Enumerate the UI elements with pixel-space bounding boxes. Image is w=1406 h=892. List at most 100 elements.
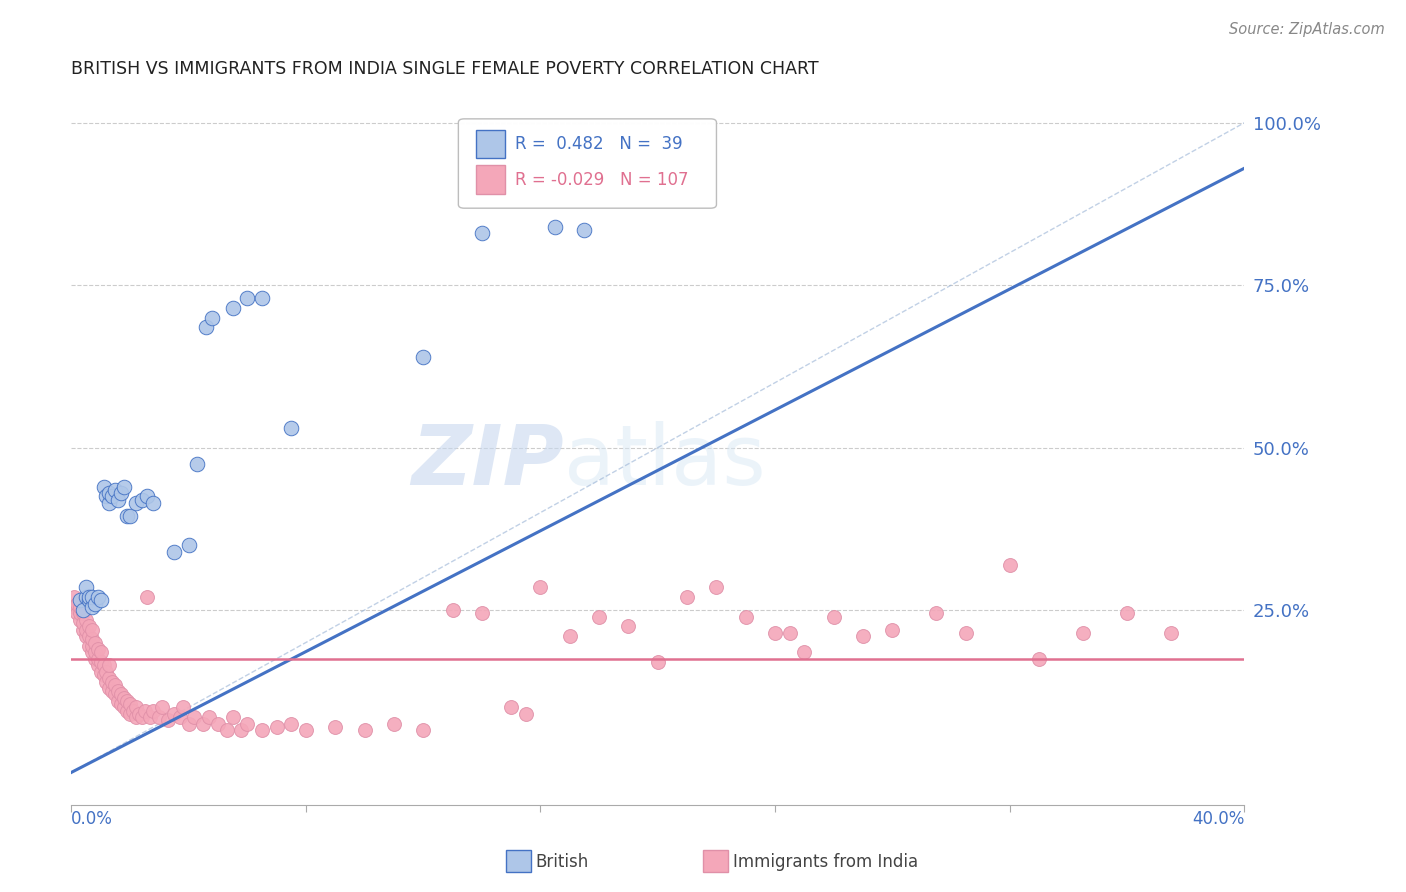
Point [236, 716, 259, 731]
Point [86, 658, 108, 673]
Point [66, 607, 89, 621]
Text: atlas: atlas [564, 421, 766, 502]
Point [86, 652, 108, 666]
Point [101, 674, 124, 689]
Point [98, 496, 121, 510]
Point [69, 613, 91, 627]
Point [163, 706, 186, 721]
Point [72, 623, 94, 637]
Point [77, 619, 100, 633]
Point [266, 720, 288, 734]
Point [177, 538, 200, 552]
Point [63, 599, 86, 614]
Point [75, 623, 97, 637]
Point [588, 609, 610, 624]
Point [98, 486, 121, 500]
Point [142, 496, 165, 510]
Point [195, 320, 218, 334]
Point [134, 704, 156, 718]
Point [90, 655, 112, 669]
Point [706, 580, 728, 594]
Text: ZIP: ZIP [412, 421, 564, 502]
Point [382, 716, 405, 731]
Point [96, 674, 118, 689]
Point [136, 590, 159, 604]
FancyBboxPatch shape [477, 165, 505, 194]
Point [115, 704, 138, 718]
Text: R = -0.029   N = 107: R = -0.029 N = 107 [515, 170, 688, 188]
Point [647, 655, 669, 669]
Point [125, 700, 148, 714]
Point [142, 704, 165, 718]
Point [193, 716, 215, 731]
Point [112, 690, 135, 705]
Point [112, 700, 135, 714]
Point [186, 457, 208, 471]
Point [83, 652, 105, 666]
Point [121, 704, 143, 718]
Point [63, 590, 86, 604]
Point [198, 710, 221, 724]
Point [75, 629, 97, 643]
Text: British: British [536, 853, 589, 871]
Point [201, 310, 224, 325]
Point [83, 645, 105, 659]
Point [157, 714, 180, 728]
Point [250, 723, 273, 738]
Point [80, 590, 103, 604]
Point [280, 421, 302, 435]
Point [471, 226, 494, 240]
Point [323, 720, 346, 734]
Point [80, 623, 103, 637]
Point [955, 625, 977, 640]
Point [250, 291, 273, 305]
Point [118, 508, 141, 523]
Point [1116, 607, 1139, 621]
Point [236, 291, 259, 305]
Point [101, 489, 124, 503]
Point [75, 613, 97, 627]
Point [80, 645, 103, 659]
Text: R =  0.482   N =  39: R = 0.482 N = 39 [515, 135, 682, 153]
Point [412, 350, 434, 364]
Point [221, 301, 243, 315]
Point [295, 723, 318, 738]
Point [104, 688, 127, 702]
Point [501, 700, 523, 714]
Point [998, 558, 1021, 572]
Point [118, 698, 141, 712]
Point [734, 609, 756, 624]
Point [115, 694, 138, 708]
Point [75, 590, 97, 604]
Point [90, 645, 112, 659]
Point [852, 629, 875, 643]
Point [441, 603, 464, 617]
Point [544, 219, 567, 234]
Point [86, 590, 108, 604]
Point [112, 480, 135, 494]
Point [93, 658, 115, 673]
Point [558, 629, 581, 643]
Point [86, 642, 108, 657]
Point [110, 688, 132, 702]
Point [98, 658, 121, 673]
Point [93, 480, 115, 494]
Point [83, 597, 105, 611]
Point [221, 710, 243, 724]
Point [96, 489, 118, 503]
Point [93, 668, 115, 682]
Point [77, 590, 100, 604]
Point [779, 625, 801, 640]
Point [231, 723, 253, 738]
Point [80, 632, 103, 647]
Point [136, 489, 159, 503]
Point [280, 716, 302, 731]
Point [125, 496, 148, 510]
Point [110, 698, 132, 712]
Point [139, 710, 162, 724]
Point [80, 599, 103, 614]
Point [823, 609, 845, 624]
Point [72, 603, 94, 617]
Point [183, 710, 205, 724]
Point [72, 607, 94, 621]
